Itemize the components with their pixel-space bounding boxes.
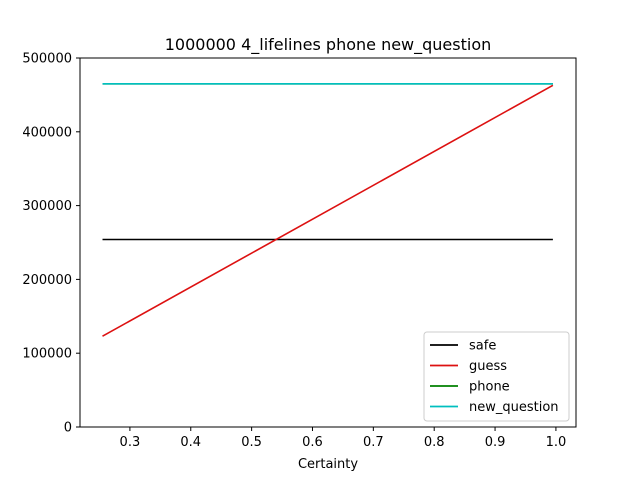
legend-label-safe: safe	[469, 339, 496, 354]
y-tick-label: 500000	[22, 52, 72, 67]
x-tick-label: 0.3	[120, 435, 141, 450]
x-tick-label: 0.5	[241, 435, 262, 450]
y-tick-label: 0	[64, 421, 72, 436]
legend-label-guess: guess	[469, 359, 507, 374]
y-tick-label: 300000	[22, 199, 72, 214]
y-tick-label: 400000	[22, 125, 72, 140]
plot-frame	[79, 57, 577, 428]
x-axis-label: Certainty	[298, 457, 358, 472]
chart-title: 1000000 4_lifelines phone new_question	[165, 35, 492, 55]
series-line-guess	[102, 84, 554, 337]
y-tick-label: 100000	[22, 347, 72, 362]
x-tick-label: 0.8	[424, 435, 445, 450]
x-tick-label: 0.7	[363, 435, 384, 450]
x-tick-label: 0.4	[180, 435, 201, 450]
x-tick-label: 0.6	[302, 435, 323, 450]
legend-box	[423, 331, 570, 422]
legend: safe guess phone new_question	[423, 331, 570, 422]
axes-layer: 0.3 0.4 0.5 0.6 0.7 0.8 0.9 1.0 0 100000 200000 300…	[22, 52, 577, 450]
x-tick-label: 1.0	[546, 435, 567, 450]
x-tick-label: 0.9	[485, 435, 506, 450]
legend-label-phone: phone	[469, 380, 510, 395]
legend-label-new-question: new_question	[469, 400, 559, 415]
y-tick-label: 200000	[22, 273, 72, 288]
series-layer	[102, 83, 554, 337]
